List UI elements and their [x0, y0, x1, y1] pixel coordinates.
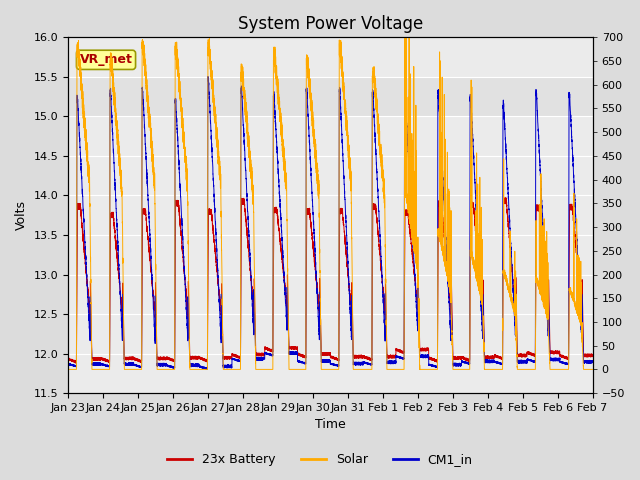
Legend: 23x Battery, Solar, CM1_in: 23x Battery, Solar, CM1_in: [163, 448, 477, 471]
X-axis label: Time: Time: [315, 419, 346, 432]
Title: System Power Voltage: System Power Voltage: [237, 15, 423, 33]
Y-axis label: Volts: Volts: [15, 200, 28, 230]
Bar: [68, 77, 593, 116]
Text: VR_met: VR_met: [79, 53, 132, 66]
